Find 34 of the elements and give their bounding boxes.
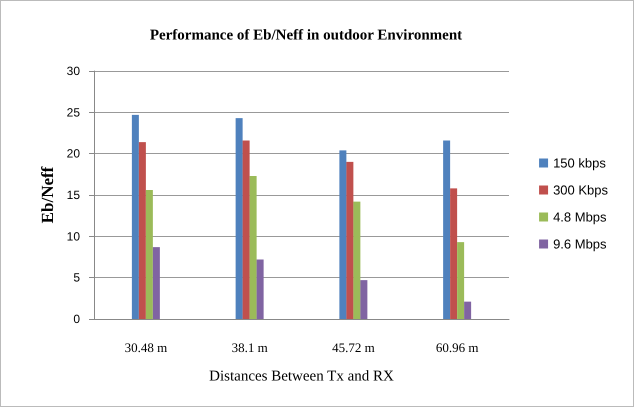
bar bbox=[256, 259, 264, 319]
bar bbox=[346, 162, 354, 319]
legend-label: 9.6 Mbps bbox=[553, 236, 608, 252]
bar bbox=[152, 247, 160, 319]
chart-title: Performance of Eb/Neff in outdoor Environment bbox=[150, 28, 462, 44]
x-tick-label: 45.72 m bbox=[332, 340, 375, 355]
y-tick-label: 15 bbox=[66, 188, 80, 202]
bar bbox=[236, 118, 243, 319]
bar bbox=[138, 142, 146, 319]
x-tick-label: 30.48 m bbox=[124, 340, 168, 355]
y-tick-label: 5 bbox=[73, 270, 80, 285]
y-tick-label: 30 bbox=[66, 64, 80, 78]
bar bbox=[450, 188, 458, 319]
y-axis-title: Eb/Neff bbox=[38, 166, 57, 224]
x-axis-title: Distances Between Tx and RX bbox=[209, 368, 394, 384]
bar bbox=[339, 150, 346, 319]
bar bbox=[250, 176, 257, 319]
bar bbox=[443, 140, 450, 319]
y-tick-label: 25 bbox=[66, 105, 80, 120]
x-tick-label: 38.1 m bbox=[232, 340, 268, 355]
bar bbox=[132, 114, 139, 319]
bar bbox=[464, 302, 472, 319]
bar bbox=[457, 242, 464, 319]
bar bbox=[353, 202, 360, 319]
legend-label: 150 kbps bbox=[553, 156, 606, 170]
y-tick-label: 10 bbox=[66, 229, 80, 244]
bar bbox=[146, 190, 153, 319]
legend-label: 4.8 Mbps bbox=[553, 210, 608, 224]
bar bbox=[242, 140, 250, 319]
y-tick-label: 20 bbox=[66, 146, 80, 161]
bar bbox=[360, 280, 368, 319]
x-tick-label: 60.96 m bbox=[436, 340, 478, 355]
y-tick-label: 0 bbox=[73, 312, 80, 326]
legend-label: 300 Kbps bbox=[553, 182, 608, 198]
